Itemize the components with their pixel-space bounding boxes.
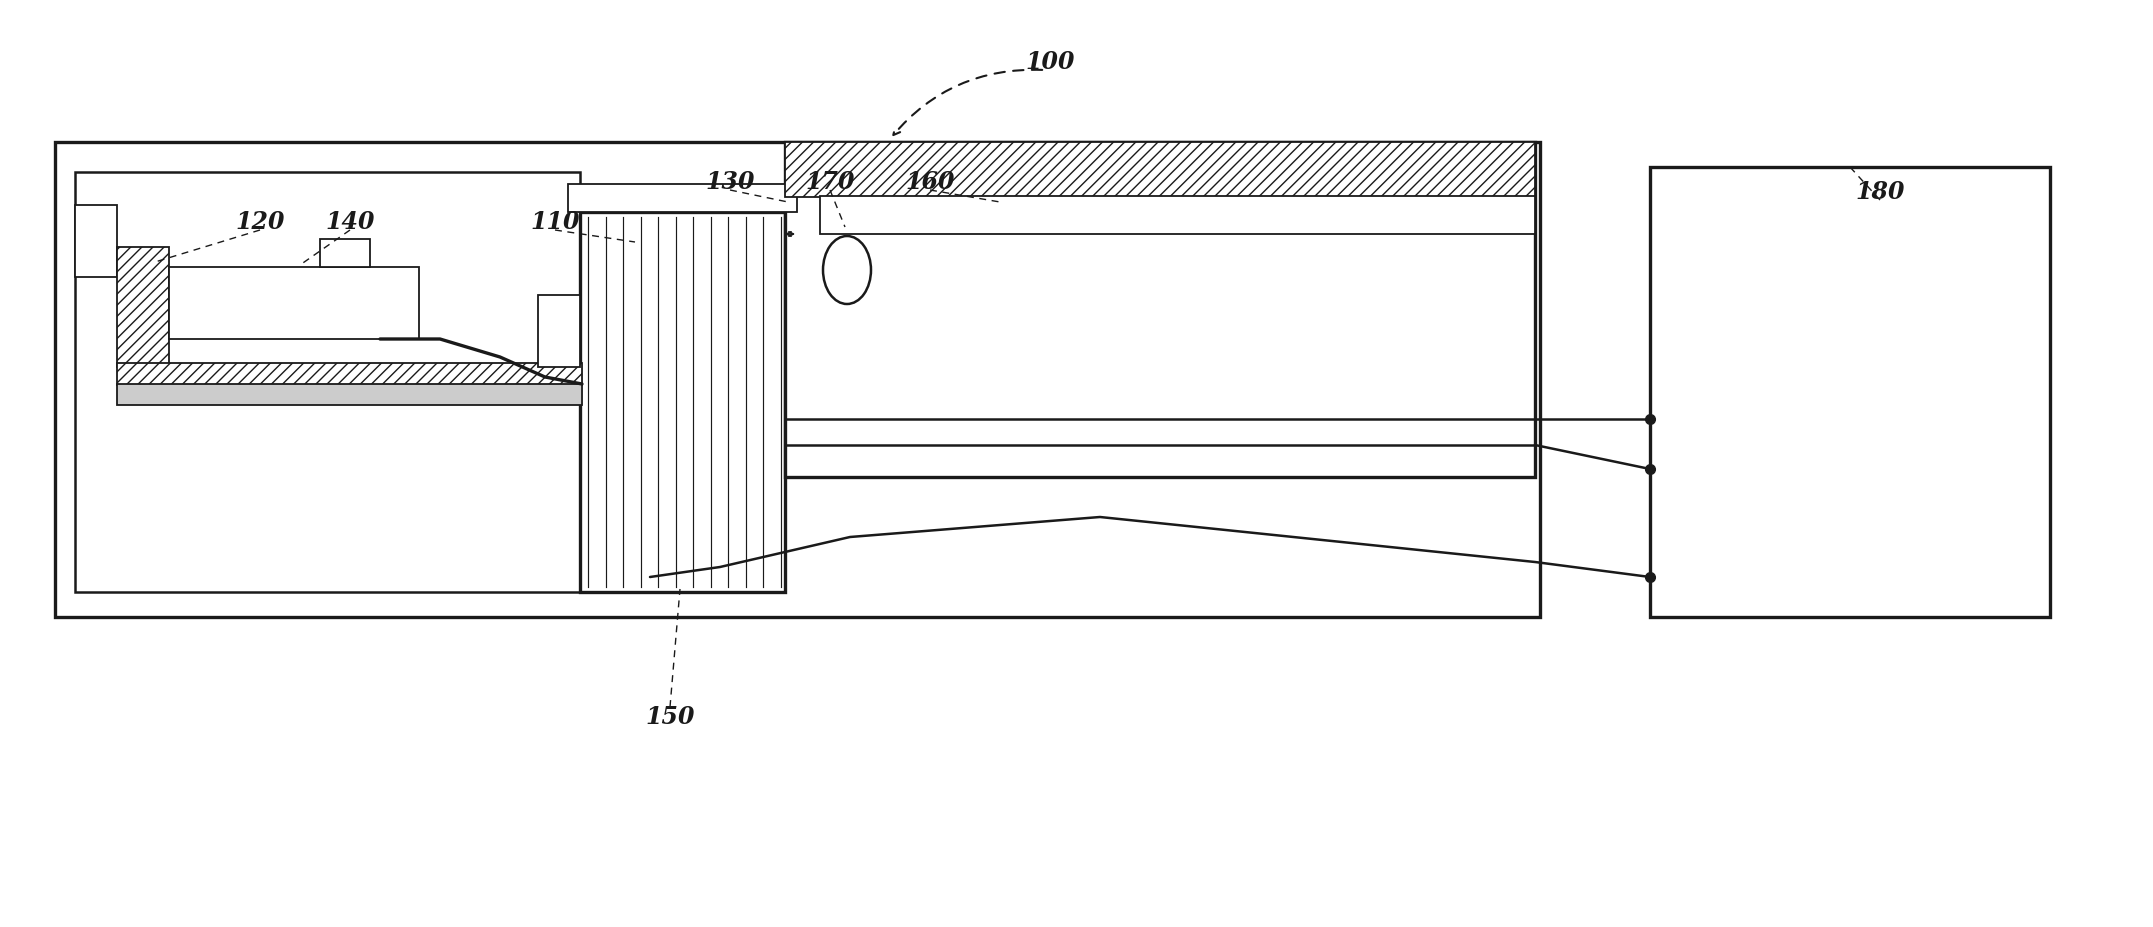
Bar xyxy=(116,247,168,367)
Bar xyxy=(786,142,1535,197)
Text: 170: 170 xyxy=(805,170,855,194)
Text: 150: 150 xyxy=(646,705,695,729)
Bar xyxy=(75,205,116,277)
Bar xyxy=(568,184,797,212)
Text: 110: 110 xyxy=(530,210,579,234)
Bar xyxy=(56,142,1539,617)
Text: 120: 120 xyxy=(235,210,284,234)
Bar xyxy=(786,142,1535,477)
Bar xyxy=(75,172,579,592)
Text: 160: 160 xyxy=(904,170,954,194)
Text: 180: 180 xyxy=(1856,180,1905,204)
Ellipse shape xyxy=(822,236,872,304)
Bar xyxy=(820,196,1535,234)
Bar xyxy=(1649,167,2050,617)
FancyArrowPatch shape xyxy=(893,70,1042,135)
Text: 140: 140 xyxy=(325,210,375,234)
Bar xyxy=(579,212,786,592)
Bar xyxy=(168,267,420,339)
Bar xyxy=(321,239,370,267)
Bar xyxy=(116,363,581,385)
Bar xyxy=(538,295,579,367)
Text: 100: 100 xyxy=(1025,50,1074,74)
Text: 130: 130 xyxy=(706,170,756,194)
Bar xyxy=(116,384,581,405)
